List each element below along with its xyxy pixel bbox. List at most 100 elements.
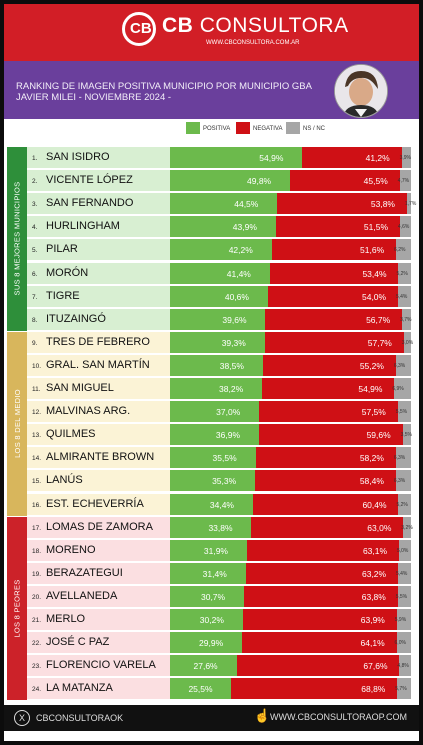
- bar-nsnc: [395, 447, 411, 469]
- positive-value-label: 44,5%: [234, 199, 259, 210]
- rank-number: 20.: [32, 593, 42, 601]
- group-label-wrap: SUS 8 MEJORES MUNICIPIOS: [7, 147, 27, 331]
- negative-value-label: 58,4%: [359, 476, 384, 487]
- nsnc-value-label: 1,7%: [404, 201, 417, 208]
- legend-positive-swatch: [186, 122, 200, 134]
- bar-negative: [267, 285, 398, 307]
- nsnc-value-label: 5,5%: [395, 409, 408, 416]
- rank-number: 9.: [32, 339, 38, 347]
- row-background: [27, 678, 170, 700]
- infographic: CB CB CONSULTORA WWW.CBCONSULTORA.COM.AR…: [4, 4, 419, 741]
- municipality-label: SAN FERNANDO: [46, 197, 134, 210]
- rank-number: 11.: [32, 386, 41, 393]
- municipality-label: MORENO: [46, 543, 96, 556]
- municipality-label: GRAL. SAN MARTÍN: [46, 358, 150, 371]
- positive-value-label: 38,2%: [219, 384, 244, 394]
- brand-bold: CB: [162, 14, 194, 37]
- bar-nsnc: [396, 239, 411, 261]
- row-background: [27, 655, 170, 677]
- row-background: [27, 354, 170, 376]
- positive-value-label: 49,8%: [247, 176, 272, 187]
- negative-value-label: 54,0%: [361, 291, 387, 302]
- x-icon: X: [14, 710, 30, 726]
- bar-positive: [170, 424, 259, 446]
- bar-nsnc: [398, 539, 411, 561]
- municipality-label: AVELLANEDA: [46, 589, 118, 602]
- bar-nsnc: [401, 147, 411, 168]
- bar-negative: [269, 262, 399, 284]
- bar-positive: [170, 262, 270, 284]
- row-background: [27, 585, 170, 607]
- nsnc-value-label: 5,5%: [395, 593, 408, 600]
- row-background: [27, 239, 170, 261]
- bar-positive: [170, 331, 265, 353]
- negative-value-label: 56,7%: [366, 314, 391, 325]
- rank-number: 3.: [32, 201, 38, 209]
- row-background: [27, 470, 170, 492]
- bar-negative: [259, 401, 398, 423]
- negative-value-label: 68,8%: [361, 684, 386, 695]
- rank-number: 15.: [32, 478, 42, 486]
- nsnc-value-label: 3,9%: [399, 155, 411, 161]
- municipality-label: TRES DE FEBRERO: [46, 335, 150, 348]
- nsnc-value-label: 3,5%: [400, 432, 412, 439]
- bar-nsnc: [402, 308, 411, 330]
- nsnc-value-label: 5,7%: [395, 686, 407, 693]
- bar-negative: [265, 308, 403, 330]
- rank-number: 2.: [32, 178, 38, 186]
- negative-value-label: 59,6%: [366, 430, 391, 441]
- municipality-label: LOMAS DE ZAMORA: [46, 520, 153, 533]
- bar-nsnc: [397, 585, 411, 607]
- bar-positive: [170, 655, 237, 677]
- municipality-label: MERLO: [46, 613, 86, 625]
- bar-negative: [262, 354, 396, 376]
- negative-value-label: 63,1%: [362, 545, 388, 556]
- negative-value-label: 53,8%: [370, 199, 395, 210]
- group-bar-3: LOS 8 PEORES: [7, 516, 27, 701]
- nsnc-value-label: 5,0%: [396, 547, 409, 554]
- bar-positive: [170, 308, 266, 330]
- bar-negative: [302, 147, 402, 168]
- bar-nsnc: [399, 170, 411, 192]
- bar-nsnc: [403, 331, 411, 353]
- nsnc-value-label: 6,9%: [392, 386, 404, 392]
- negative-value-label: 63,2%: [361, 568, 387, 579]
- bar-positive: [170, 170, 291, 192]
- negative-value-label: 57,5%: [361, 407, 386, 418]
- row-background: [27, 262, 170, 284]
- positive-value-label: 38,5%: [219, 360, 244, 371]
- bar-negative: [255, 447, 396, 469]
- rank-number: 21.: [32, 617, 42, 624]
- positive-value-label: 35,3%: [212, 476, 237, 487]
- bar-positive: [170, 216, 276, 238]
- negative-value-label: 57,7%: [367, 337, 392, 348]
- nsnc-value-label: 6,2%: [394, 247, 406, 254]
- bar-nsnc: [403, 516, 411, 538]
- bar-negative: [264, 331, 404, 353]
- rank-number: 5.: [32, 247, 38, 255]
- negative-value-label: 54,9%: [358, 384, 383, 394]
- title-line-1: RANKING DE IMAGEN POSITIVA MUNICIPIO POR…: [16, 81, 312, 92]
- logo-mark: CB: [122, 12, 156, 46]
- nsnc-value-label: 4,8%: [397, 663, 409, 670]
- row-background: [27, 447, 170, 469]
- bar-negative: [246, 539, 399, 561]
- positive-value-label: 31,4%: [202, 568, 227, 579]
- bar-negative: [245, 562, 398, 584]
- positive-value-label: 41,4%: [226, 268, 251, 279]
- bar-negative: [255, 470, 396, 492]
- nsnc-value-label: 5,4%: [395, 570, 408, 577]
- rank-number: 24.: [32, 686, 42, 694]
- row-background: [27, 424, 170, 446]
- bar-positive: [170, 401, 260, 423]
- positive-value-label: 40,6%: [224, 291, 249, 302]
- row-background: [27, 378, 170, 399]
- nsnc-value-label: 5,9%: [394, 617, 407, 623]
- bar-positive: [170, 678, 232, 700]
- municipality-label: EST. ECHEVERRÍA: [46, 497, 144, 510]
- bar-positive: [170, 378, 263, 399]
- bar-negative: [262, 378, 395, 399]
- positive-value-label: 34,4%: [209, 499, 234, 510]
- bar-nsnc: [397, 285, 411, 307]
- rank-number: 17.: [32, 524, 42, 532]
